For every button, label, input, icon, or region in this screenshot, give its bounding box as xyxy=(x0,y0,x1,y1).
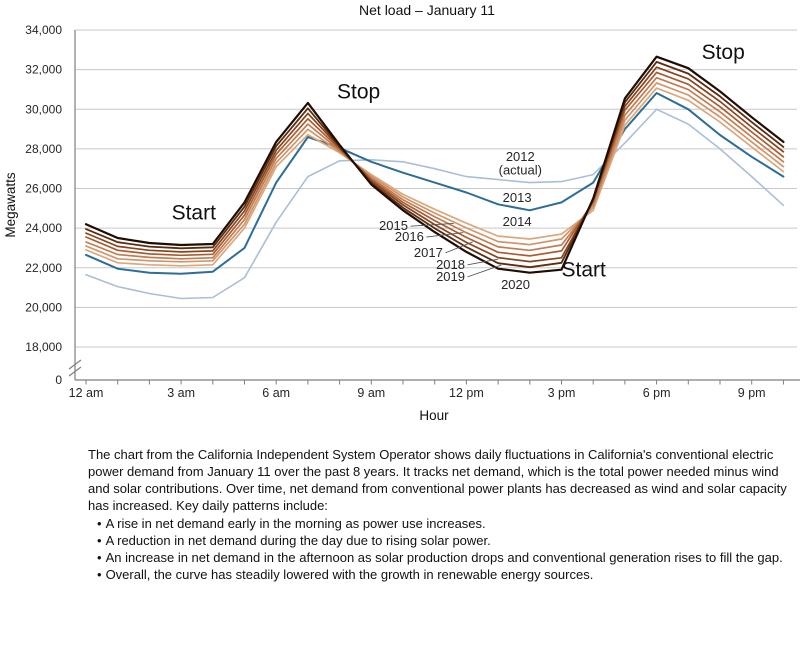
x-tick-label: 6 pm xyxy=(643,386,671,400)
series-line-2016 xyxy=(85,76,785,260)
series-line-2013 xyxy=(85,92,785,275)
series-line-2020 xyxy=(84,55,785,274)
axis-break-mark xyxy=(68,359,82,370)
x-tick-label: 9 pm xyxy=(738,386,766,400)
series-line-2017 xyxy=(85,71,785,257)
series-label-2014: 2014 xyxy=(503,214,532,229)
x-tick-label: 12 pm xyxy=(449,386,484,400)
description-bullet: • A rise in net demand early in the morni… xyxy=(88,515,794,532)
series-label-2020: 2020 xyxy=(501,277,530,292)
label-leader-2019 xyxy=(467,264,502,278)
y-axis-title: Megawatts xyxy=(3,172,18,238)
x-tick-label: 3 am xyxy=(167,386,195,400)
y-tick-label: 20,000 xyxy=(25,300,62,314)
bullet-text: An increase in net demand in the afterno… xyxy=(105,550,783,565)
series-label-2012: 2012 (actual) xyxy=(499,149,542,178)
chart-title: Net load – January 11 xyxy=(359,2,495,18)
y-tick-label: 32,000 xyxy=(25,63,62,77)
y-tick-label: 30,000 xyxy=(25,102,62,116)
chart-description: The chart from the California Independen… xyxy=(88,446,794,583)
bullet-glyph: • xyxy=(97,516,102,531)
annotation-stop-3: Stop xyxy=(702,41,745,64)
label-leader-2017 xyxy=(445,241,473,254)
y-tick-label: 22,000 xyxy=(25,261,62,275)
y-zero-label: 0 xyxy=(55,373,62,387)
series-line-2012 xyxy=(85,108,785,300)
description-bullet-list: • A rise in net demand early in the morni… xyxy=(88,515,794,583)
y-tick-label: 28,000 xyxy=(25,142,62,156)
series-label-2019: 2019 xyxy=(436,269,465,284)
bullet-glyph: • xyxy=(97,567,102,582)
description-intro: The chart from the California Independen… xyxy=(88,447,787,513)
label-leader-2016 xyxy=(426,232,464,238)
bullet-text: Overall, the curve has steadily lowered … xyxy=(105,567,594,582)
x-tick-label: 3 pm xyxy=(548,386,576,400)
chart-figure: Net load – January 11 Megawatts Hour 34,000… xyxy=(3,2,800,423)
x-tick-label: 12 am xyxy=(69,386,104,400)
description-bullet: • An increase in net demand in the aftern… xyxy=(88,549,794,566)
y-tick-label: 34,000 xyxy=(25,23,62,37)
series-line-2014 xyxy=(85,87,785,267)
series-label-2013: 2013 xyxy=(503,190,532,205)
label-leader-2018 xyxy=(467,258,499,266)
series-label-2017: 2017 xyxy=(414,245,443,260)
bullet-glyph: • xyxy=(97,533,102,548)
bullet-text: A reduction in net demand during the day… xyxy=(105,533,491,548)
annotation-start-0: Start xyxy=(172,201,217,224)
y-tick-label: 24,000 xyxy=(25,221,62,235)
y-tick-label: 26,000 xyxy=(25,182,62,196)
bullet-glyph: • xyxy=(97,550,102,565)
series-label-2018: 2018 xyxy=(436,257,465,272)
series-label-2015: 2015 xyxy=(379,218,408,233)
y-tick-label: 18,000 xyxy=(25,340,62,354)
series-line-2019 xyxy=(85,61,785,269)
x-axis-title: Hour xyxy=(419,408,449,423)
label-leader-2015 xyxy=(410,223,454,227)
x-tick-label: 6 am xyxy=(262,386,290,400)
bullet-text: A rise in net demand early in the mornin… xyxy=(105,516,486,531)
net-load-line-chart: Net load – January 11 Megawatts Hour 34,000… xyxy=(3,2,800,423)
series-label-2016: 2016 xyxy=(395,229,424,244)
x-tick-label: 9 am xyxy=(357,386,385,400)
axis-break-mark xyxy=(68,366,82,377)
series-line-2015 xyxy=(85,82,785,263)
annotation-start-2: Start xyxy=(562,259,607,282)
description-bullet: • Overall, the curve has steadily lowered… xyxy=(88,566,794,583)
annotation-stop-1: Stop xyxy=(337,80,380,103)
description-bullet: • A reduction in net demand during the da… xyxy=(88,532,794,549)
